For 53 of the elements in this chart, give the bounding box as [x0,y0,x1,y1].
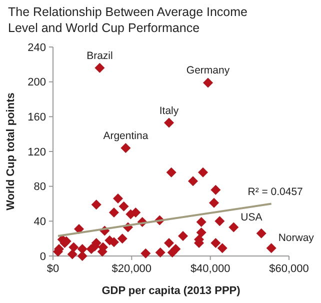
x-tick-label: $60,000 [269,263,309,275]
point [167,248,178,258]
y-axis-title: World Cup total points [5,92,17,210]
point [196,217,206,228]
y-tick-label: 200 [28,76,46,89]
point [228,222,239,232]
annotation: R² = 0.0457 [248,186,304,198]
point [117,234,128,244]
y-tick-label: 160 [28,112,46,124]
point [178,230,188,241]
chart-title: The Relationship Between Average Income Level and World Cup Performance [8,5,248,35]
point [198,167,208,178]
point [74,224,84,234]
point [166,167,176,178]
point [196,227,206,238]
point [140,248,151,258]
point [120,143,131,154]
point [68,242,79,252]
point [108,207,119,218]
point [214,216,225,226]
point [266,243,276,254]
point [67,249,78,260]
x-tick-label: $0 [46,263,60,275]
x-tick-label: $20,000 [112,263,152,275]
annotation: Brazil [86,50,113,62]
y-tick-label: 120 [28,146,46,158]
point [217,243,228,254]
x-axis-title: GDP per capita (2013 PPP) [102,285,241,297]
point [113,194,123,204]
point [209,198,219,208]
point [203,78,213,88]
y-tick-label: 240 [28,42,46,54]
annotation: Germany [186,64,230,77]
point [94,62,105,73]
y-tick-label: 80 [34,181,46,194]
annotation: USA [240,211,262,224]
point [77,251,88,261]
point [155,248,166,258]
point [256,228,266,238]
point [130,207,141,218]
point [164,118,174,128]
point [210,184,221,195]
point [118,201,129,212]
point [91,200,102,210]
y-tick-label: 0 [40,250,46,263]
annotation: Italy [159,104,180,117]
x-tick-label: $40,000 [190,263,230,275]
y-tick-label: 40 [34,216,46,228]
point [188,176,198,186]
point [164,238,174,248]
annotation: Argentina [103,130,148,142]
annotation: Norway [278,232,315,244]
point [210,238,221,248]
